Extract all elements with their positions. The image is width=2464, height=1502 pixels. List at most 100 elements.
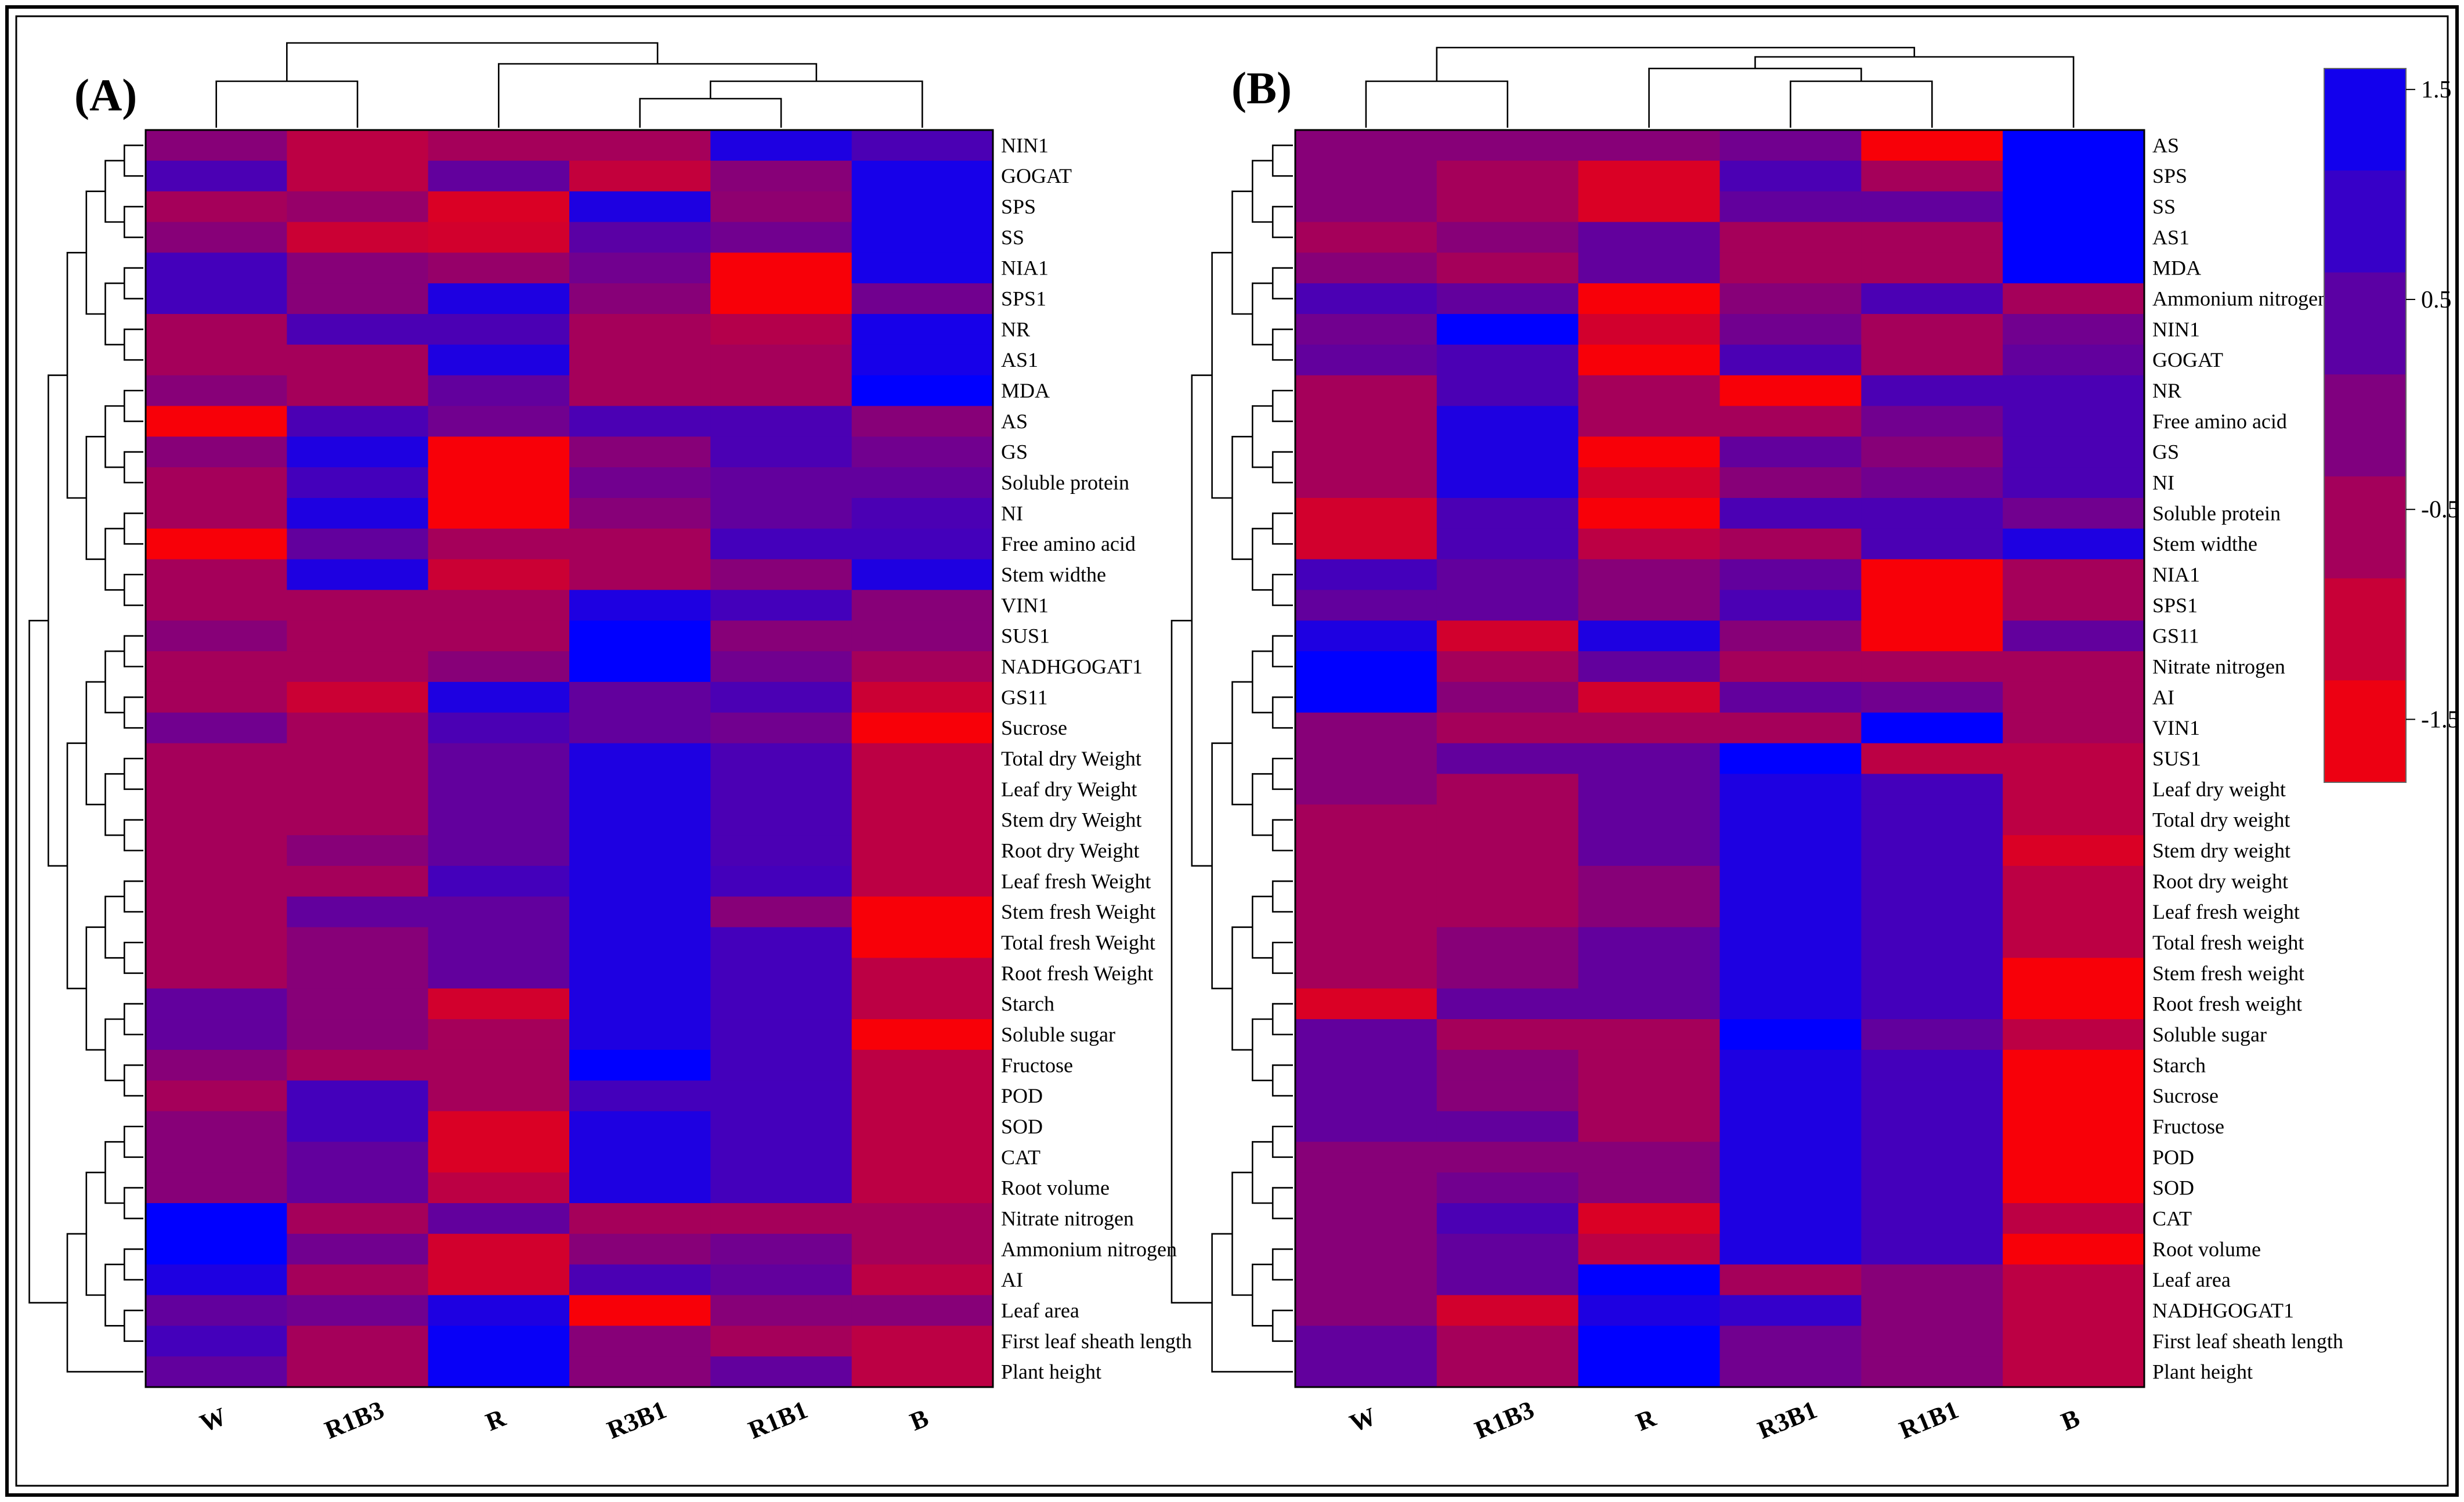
heatmap-cell-stem-fresh-weight-r1b3 [1436, 958, 1579, 989]
heatmap-cell-stem-widthe-r [1578, 528, 1721, 560]
heatmap-cell-first-leaf-sheath-length-r1b1 [1861, 1326, 2003, 1357]
column-dendrogram-branch [286, 42, 659, 81]
heatmap-cell-free-amino-acid-w [1295, 406, 1437, 437]
heatmap-cell-leaf-fresh-weight-r [1578, 896, 1721, 928]
row-dendrogram-branch [1170, 620, 1212, 1304]
heatmap-cell-nin1-w [1295, 313, 1437, 345]
row-label-soluble-sugar: Soluble sugar [2152, 1023, 2267, 1046]
color-scale-tick-label: 0.5 [2421, 287, 2452, 313]
heatmap-cell-cat-w [146, 1142, 287, 1173]
row-label-total-dry-weight: Total dry weight [2152, 808, 2290, 832]
row-label-leaf-area: Leaf area [1001, 1299, 1079, 1322]
heatmap-cell-gs11-w [146, 681, 287, 713]
heatmap-cell-as1-r1b3 [1436, 222, 1579, 253]
heatmap-cell-total-dry-weight-r [1578, 804, 1721, 836]
heatmap-cell-starch-r1b1 [710, 988, 852, 1020]
row-label-total-dry-weight: Total dry Weight [1001, 747, 1141, 770]
row-label-sps1: SPS1 [2152, 594, 2198, 617]
heatmap-cell-ammonium-nitrogen-r1b1 [1861, 283, 2003, 315]
heatmap-cell-cat-r3b1 [569, 1142, 711, 1173]
heatmap-cell-stem-dry-weight-r3b1 [569, 804, 711, 836]
heatmap-cell-mda-r1b3 [287, 375, 429, 407]
heatmap-cell-soluble-sugar-r1b1 [1861, 1019, 2003, 1050]
heatmap-cell-nadhgogat1-r [1578, 1295, 1721, 1326]
heatmap-cell-nitrate-nitrogen-r1b3 [287, 1203, 429, 1234]
row-label-as1: AS1 [2152, 226, 2190, 249]
heatmap-cell-sps1-w [146, 283, 287, 315]
color-scale-steps [2324, 68, 2406, 783]
color-scale-step [2324, 374, 2406, 477]
heatmap-cell-ai-r [1578, 681, 1721, 713]
heatmap-cell-nr-w [146, 313, 287, 345]
heatmap-cell-sps-w [1295, 160, 1437, 192]
heatmap-cell-first-leaf-sheath-length-r3b1 [569, 1326, 711, 1357]
heatmap-cell-nia1-r1b3 [1436, 559, 1579, 591]
heatmap-cell-mda-r3b1 [1719, 252, 1862, 284]
heatmap-cell-stem-fresh-weight-r [428, 896, 570, 928]
heatmap-cell-gs11-r3b1 [1719, 620, 1862, 652]
heatmap-cell-nitrate-nitrogen-r1b1 [710, 1203, 852, 1234]
heatmap-cell-nitrate-nitrogen-r3b1 [1719, 651, 1862, 683]
heatmap-cell-sucrose-r [1578, 1080, 1721, 1112]
panel-b-row-dendrogram [1170, 145, 1293, 1373]
heatmap-cell-nia1-r1b1 [1861, 559, 2003, 591]
heatmap-cell-as-r [1578, 130, 1721, 161]
heatmap-cell-nin1-b [2003, 313, 2145, 345]
heatmap-cell-leaf-dry-weight-r [428, 774, 570, 805]
heatmap-cell-stem-fresh-weight-r1b1 [710, 896, 852, 928]
heatmap-cell-sps1-r3b1 [1719, 590, 1862, 621]
row-label-nadhgogat1: NADHGOGAT1 [1001, 655, 1143, 678]
heatmap-cell-root-volume-r1b3 [1436, 1233, 1579, 1265]
heatmap-cell-nin1-w [146, 130, 287, 161]
heatmap-cell-vin1-r1b3 [1436, 712, 1579, 744]
heatmap-cell-pod-w [1295, 1142, 1437, 1173]
heatmap-cell-root-dry-weight-r3b1 [569, 835, 711, 866]
row-label-plant-height: Plant height [1001, 1360, 1101, 1384]
heatmap-cell-total-dry-weight-b [2003, 804, 2145, 836]
heatmap-cell-plant-height-w [146, 1356, 287, 1388]
heatmap-cell-ammonium-nitrogen-r3b1 [569, 1233, 711, 1265]
heatmap-cell-cat-r1b3 [1436, 1203, 1579, 1234]
heatmap-cell-total-fresh-weight-r1b3 [287, 927, 429, 958]
row-label-sus1: SUS1 [2152, 747, 2201, 770]
heatmap-cell-leaf-area-r [428, 1295, 570, 1326]
heatmap-cell-root-fresh-weight-b [2003, 988, 2145, 1020]
heatmap-cell-ni-r1b3 [1436, 467, 1579, 499]
row-label-nitrate-nitrogen: Nitrate nitrogen [1001, 1207, 1134, 1230]
heatmap-cell-nr-r3b1 [569, 313, 711, 345]
heatmap-cell-nin1-r1b3 [1436, 313, 1579, 345]
row-label-nin1: NIN1 [1001, 133, 1049, 157]
row-label-nia1: NIA1 [2152, 563, 2200, 586]
panel-b-cells [1295, 130, 2145, 1388]
heatmap-cell-nia1-w [146, 252, 287, 284]
heatmap-cell-nadhgogat1-r3b1 [569, 651, 711, 683]
heatmap-cell-mda-r3b1 [569, 375, 711, 407]
row-label-free-amino-acid: Free amino acid [2152, 410, 2287, 433]
heatmap-cell-vin1-r [1578, 712, 1721, 744]
row-label-mda: MDA [1001, 379, 1050, 402]
color-scale-ticks: 1.5 0.5 -0.5 -1.5 [2406, 77, 2460, 733]
heatmap-cell-gs-r3b1 [569, 436, 711, 468]
row-label-ss: SS [2152, 195, 2176, 218]
heatmap-cell-gogat-b [851, 160, 993, 192]
heatmap-cell-gs11-r1b1 [710, 681, 852, 713]
heatmap-cell-gs11-r1b3 [1436, 620, 1579, 652]
row-label-fructose: Fructose [1001, 1053, 1073, 1077]
heatmap-cell-sps-r1b1 [710, 191, 852, 223]
heatmap-cell-soluble-protein-r [428, 467, 570, 499]
panel-label-b: (B) [1231, 63, 1292, 113]
heatmap-cell-ss-r1b3 [1436, 191, 1579, 223]
heatmap-cell-sucrose-r1b1 [1861, 1080, 2003, 1112]
heatmap-cell-cat-w [1295, 1203, 1437, 1234]
heatmap-cell-mda-r [1578, 252, 1721, 284]
heatmap-cell-free-amino-acid-r1b1 [1861, 406, 2003, 437]
heatmap-cell-ss-r3b1 [569, 222, 711, 253]
heatmap-cell-ss-r [1578, 191, 1721, 223]
heatmap-cell-as1-r [428, 344, 570, 376]
heatmap-cell-sps1-b [851, 283, 993, 315]
heatmap-cell-nitrate-nitrogen-b [851, 1203, 993, 1234]
row-label-mda: MDA [2152, 257, 2201, 280]
heatmap-cell-root-dry-weight-r3b1 [1719, 865, 1862, 897]
heatmap-cell-sus1-r [1578, 743, 1721, 775]
heatmap-cell-nin1-r1b1 [710, 130, 852, 161]
